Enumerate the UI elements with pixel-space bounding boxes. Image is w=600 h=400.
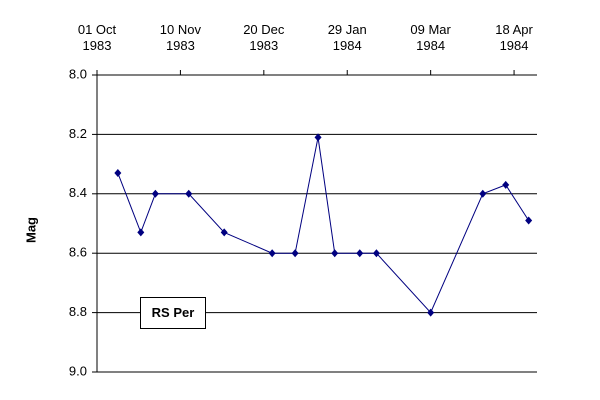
data-point bbox=[427, 308, 435, 317]
data-point bbox=[331, 249, 339, 258]
y-axis-label: Mag bbox=[23, 217, 38, 243]
y-tick-label: 8.2 bbox=[69, 126, 87, 141]
data-point bbox=[137, 228, 145, 237]
data-point bbox=[185, 189, 193, 198]
y-tick-label: 8.0 bbox=[69, 66, 87, 81]
y-tick-label: 8.4 bbox=[69, 185, 87, 200]
x-tick-label: 18 Apr 1984 bbox=[495, 22, 533, 53]
data-point bbox=[220, 228, 228, 237]
data-point bbox=[356, 249, 364, 258]
data-point bbox=[291, 249, 299, 258]
data-point bbox=[114, 169, 122, 178]
y-tick-label: 9.0 bbox=[69, 363, 87, 378]
x-tick-label: 01 Oct 1983 bbox=[77, 22, 117, 53]
data-point bbox=[151, 189, 159, 198]
data-point bbox=[314, 133, 322, 142]
x-tick-label: 20 Dec 1983 bbox=[243, 22, 285, 53]
series-line bbox=[117, 137, 530, 314]
data-point bbox=[268, 249, 276, 258]
x-tick-label: 09 Mar 1984 bbox=[410, 22, 451, 53]
y-tick-label: 8.6 bbox=[69, 245, 87, 260]
data-point bbox=[372, 249, 380, 258]
x-tick-label: 10 Nov 1983 bbox=[159, 22, 201, 53]
y-tick-label: 8.8 bbox=[69, 304, 87, 319]
annotation: RS Per bbox=[140, 297, 206, 329]
data-point bbox=[502, 180, 510, 189]
data-point bbox=[479, 189, 487, 198]
data-point bbox=[525, 216, 533, 225]
x-tick-label: 29 Jan 1984 bbox=[327, 22, 367, 53]
